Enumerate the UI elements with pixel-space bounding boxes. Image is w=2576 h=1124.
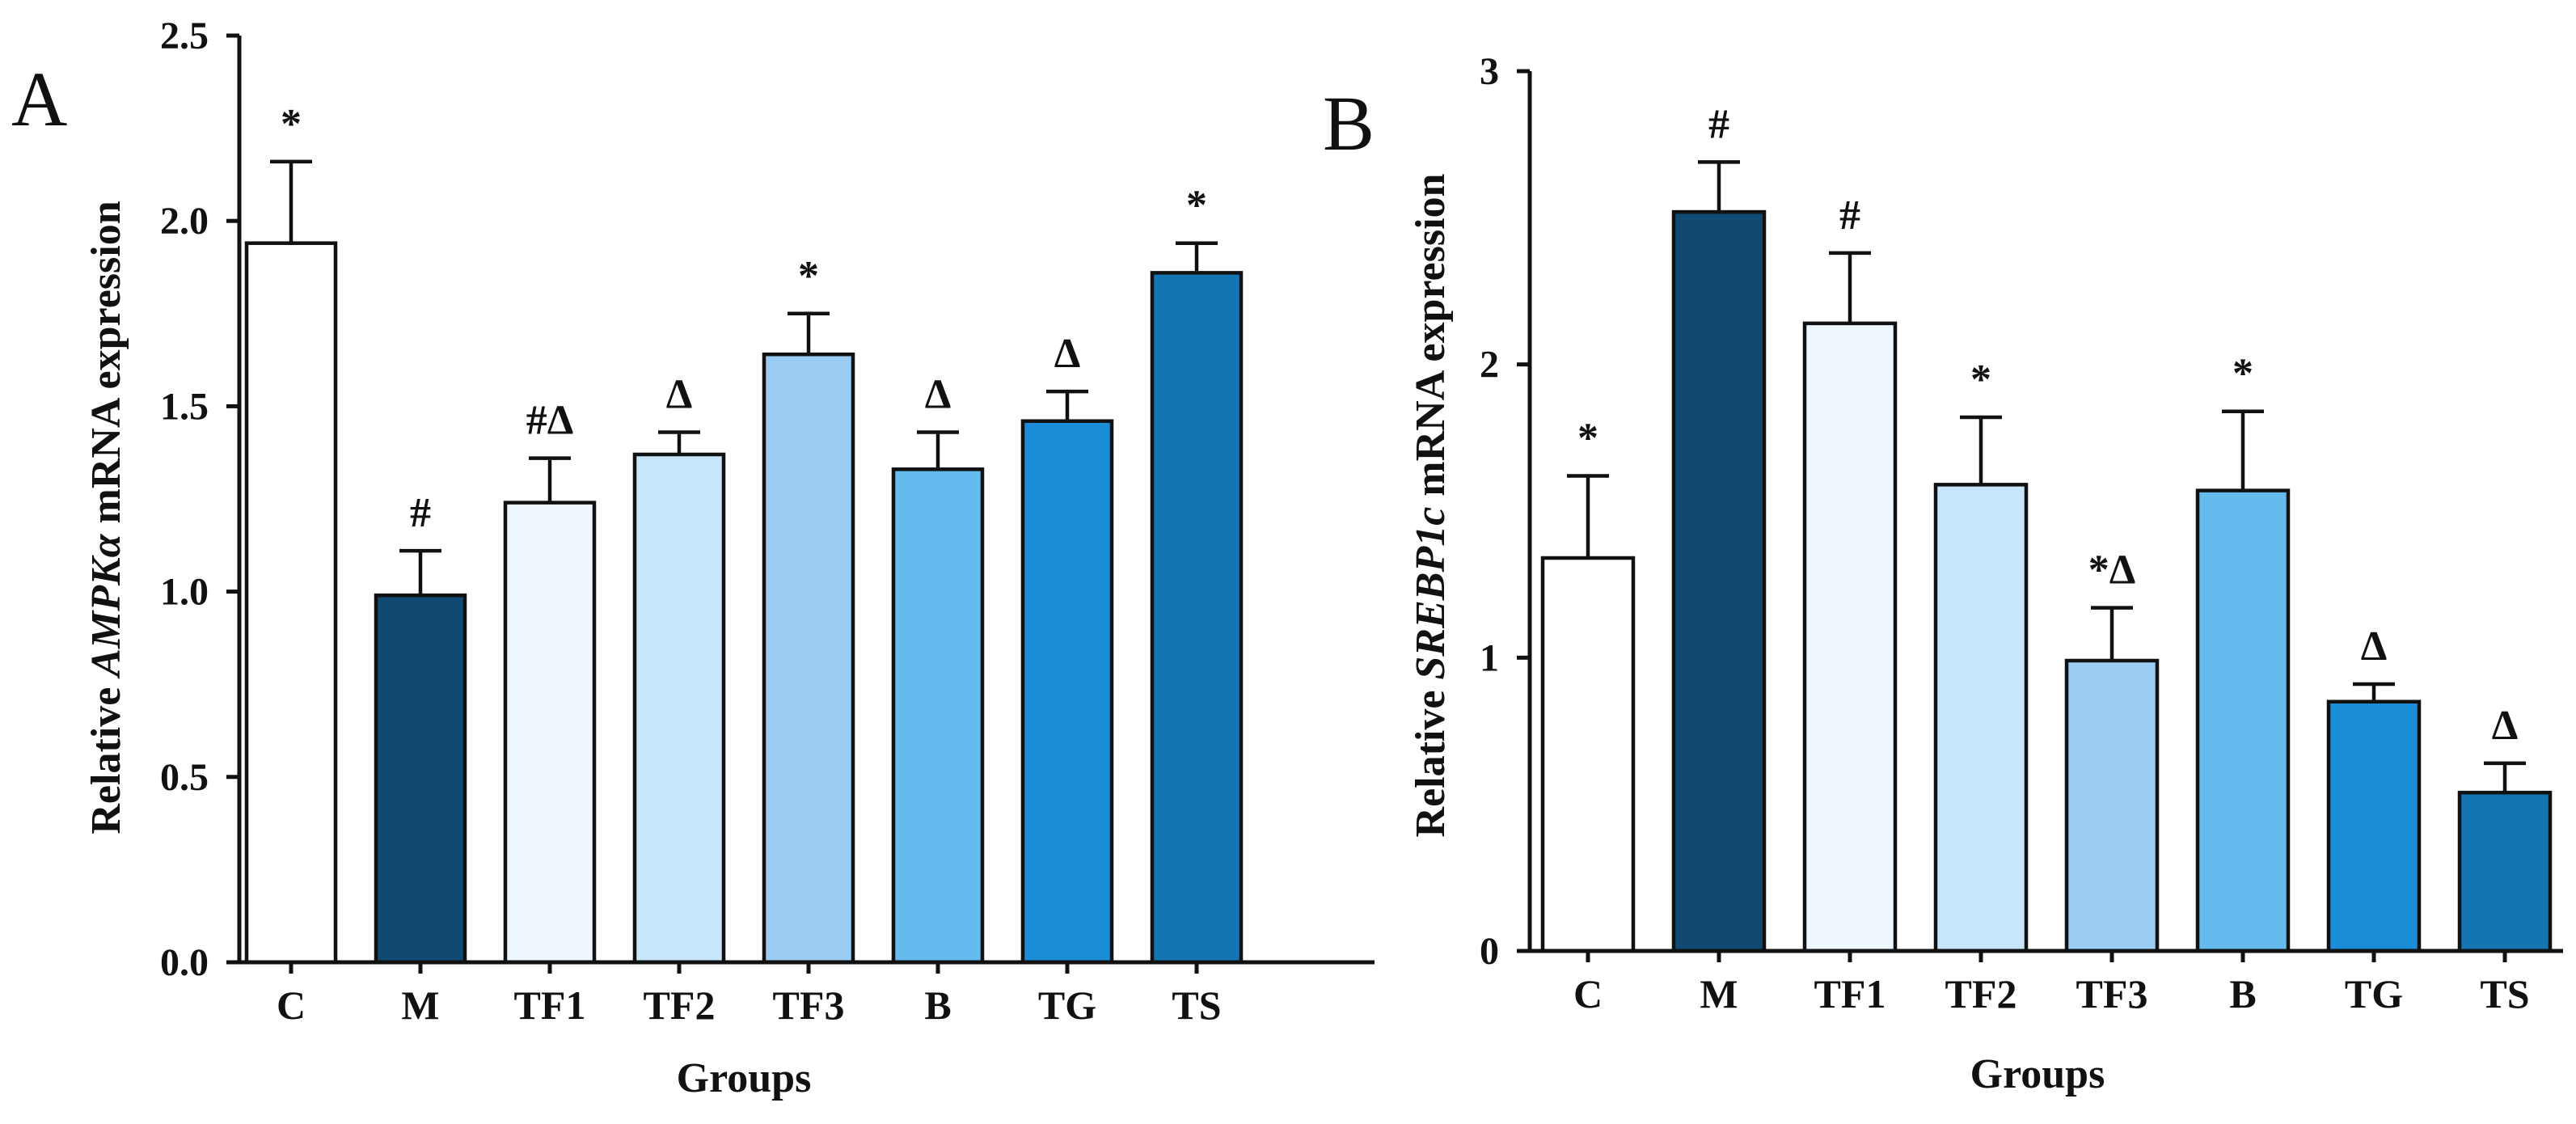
panel-b-significance-tg: Δ (2361, 623, 2388, 670)
panel-a-y-axis-title: Relative AMPKα mRNA expression (83, 201, 129, 834)
panel-b-category-label-tg: TG (2345, 971, 2403, 1016)
panel-b-y-axis-title: Relative SREBP1c mRNA expression (1408, 173, 1454, 837)
panel-a-error-bar-c (270, 159, 312, 243)
panel-a-letter: A (11, 56, 67, 142)
panel-b-error-bar-tg (2353, 682, 2395, 702)
panel-a-category-label-ts: TS (1172, 982, 1221, 1028)
panel-b-category-label-m: M (1700, 971, 1738, 1016)
panel-a-error-bar-m (399, 548, 441, 596)
panel-b-error-bar-c (1567, 474, 1609, 559)
panel-b-bar-tf1 (1802, 321, 1898, 953)
panel-a-y-tick-label: 0.5 (160, 756, 209, 799)
panel-b-error-bar-m (1698, 160, 1740, 213)
panel-a-bar-c (244, 241, 338, 965)
panel-a-error-bar-tf2 (658, 430, 700, 454)
panel-b-y-tick-label: 0 (1480, 930, 1499, 973)
panel-a-significance-tf2: Δ (666, 371, 693, 417)
panel-a-category-label-c: C (277, 982, 306, 1028)
panel-a-bar-b (891, 467, 985, 965)
panel-b-category-label-ts: TS (2480, 971, 2529, 1016)
panel-a-bar-ts (1150, 271, 1244, 965)
panel-a-bar-m (374, 593, 467, 965)
panel-a-significance-c: * (281, 101, 302, 147)
panel-a-y-ticks: 0.0 0.5 1.0 1.5 2.0 2.5 (160, 15, 239, 984)
panel-b-bar-b (2195, 488, 2291, 953)
panel-b-significance-tf2: * (1970, 357, 1991, 403)
panel-b-significance-b: * (2232, 351, 2253, 397)
panel-a-x-axis-title: Groups (677, 1055, 812, 1101)
panel-a-significance-m: # (410, 490, 431, 536)
panel-a-significance-tf3: * (798, 253, 819, 299)
panel-a-bar-tf1 (503, 501, 597, 965)
panel-b-significance-m: # (1708, 101, 1729, 147)
panel-b-bar-tg (2326, 699, 2422, 953)
panel-a-error-bar-tf3 (788, 311, 830, 355)
panel-a-bar-tf3 (762, 352, 855, 965)
panel-a-error-bar-tg (1046, 389, 1088, 421)
panel-b-y-tick-label: 2 (1480, 344, 1499, 387)
chart-panel-b: B Relative SREBP1c mRNA expression * # # * *… (1323, 50, 2563, 1097)
panel-a-error-bar-tf1 (529, 456, 571, 503)
chart-panel-a: A Relative AMPKα mRNA expression * # #Δ Δ * Δ… (11, 15, 1375, 1101)
panel-a-x-ticks: C M TF1 TF2 TF3 B TG TS (277, 962, 1222, 1028)
panel-b-category-label-b: B (2229, 971, 2256, 1016)
panel-b-significance-tf1: # (1839, 192, 1860, 239)
panel-b-error-bar-tf1 (1829, 251, 1871, 323)
panel-a-category-label-tf3: TF3 (773, 982, 845, 1028)
panel-a-y-tick-label: 1.5 (160, 385, 209, 428)
panel-b-x-axis-title: Groups (1970, 1051, 2105, 1097)
panel-b-significance-ts: Δ (2492, 703, 2519, 749)
panel-a-error-bar-ts (1176, 241, 1218, 273)
panel-b-significance-c: * (1577, 415, 1598, 461)
panel-a-category-label-b: B (924, 982, 951, 1028)
panel-a-category-label-tf2: TF2 (644, 982, 716, 1028)
panel-a-significance-tg: Δ (1054, 331, 1081, 377)
panel-b-x-ticks: C M TF1 TF2 TF3 B TG TS (1573, 951, 2530, 1016)
panel-b-error-bar-b (2222, 409, 2264, 491)
panel-a-significance-ts: * (1186, 183, 1207, 229)
panel-b-bar-m (1671, 209, 1767, 953)
panel-b-y-tick-label: 1 (1480, 636, 1499, 679)
panel-a-significance-tf1: #Δ (526, 398, 574, 444)
panel-a-y-tick-label: 2.0 (160, 200, 209, 243)
panel-b-bars: *##**Δ*ΔΔ (1540, 101, 2553, 953)
panel-a-y-tick-label: 0.0 (160, 941, 209, 984)
panel-a-bar-tf2 (632, 452, 726, 965)
panel-b-letter: B (1323, 80, 1375, 167)
panel-b-y-ticks: 0 1 2 3 (1480, 50, 1530, 973)
panel-b-y-tick-label: 3 (1480, 50, 1499, 93)
panel-b-error-bar-tf2 (1960, 415, 2002, 485)
panel-b-error-bar-ts (2484, 761, 2526, 793)
panel-a-bar-tg (1020, 419, 1114, 965)
panel-b-bar-c (1540, 556, 1636, 953)
panel-b-category-label-tf2: TF2 (1945, 971, 2017, 1016)
panel-b-bar-ts (2457, 790, 2553, 953)
panel-a-category-label-tg: TG (1038, 982, 1096, 1028)
panel-a-bars: * # #Δ Δ * Δ Δ * (244, 101, 1244, 965)
panel-b-error-bar-tf3 (2091, 606, 2133, 661)
panel-a-error-bar-b (917, 430, 959, 470)
panel-a-y-tick-label: 2.5 (160, 15, 209, 57)
panel-b-significance-tf3: *Δ (2088, 547, 2136, 594)
panel-b-category-label-tf3: TF3 (2076, 971, 2148, 1016)
panel-b-category-label-c: C (1573, 971, 1603, 1016)
panel-b-bar-tf2 (1933, 483, 2029, 953)
panel-a-category-label-m: M (401, 982, 439, 1028)
panel-a-significance-b: Δ (925, 371, 952, 417)
panel-b-category-label-tf1: TF1 (1814, 971, 1886, 1016)
panel-a-y-tick-label: 1.0 (160, 571, 209, 614)
panel-b-bar-tf3 (2064, 658, 2160, 953)
panel-a-category-label-tf1: TF1 (514, 982, 586, 1028)
